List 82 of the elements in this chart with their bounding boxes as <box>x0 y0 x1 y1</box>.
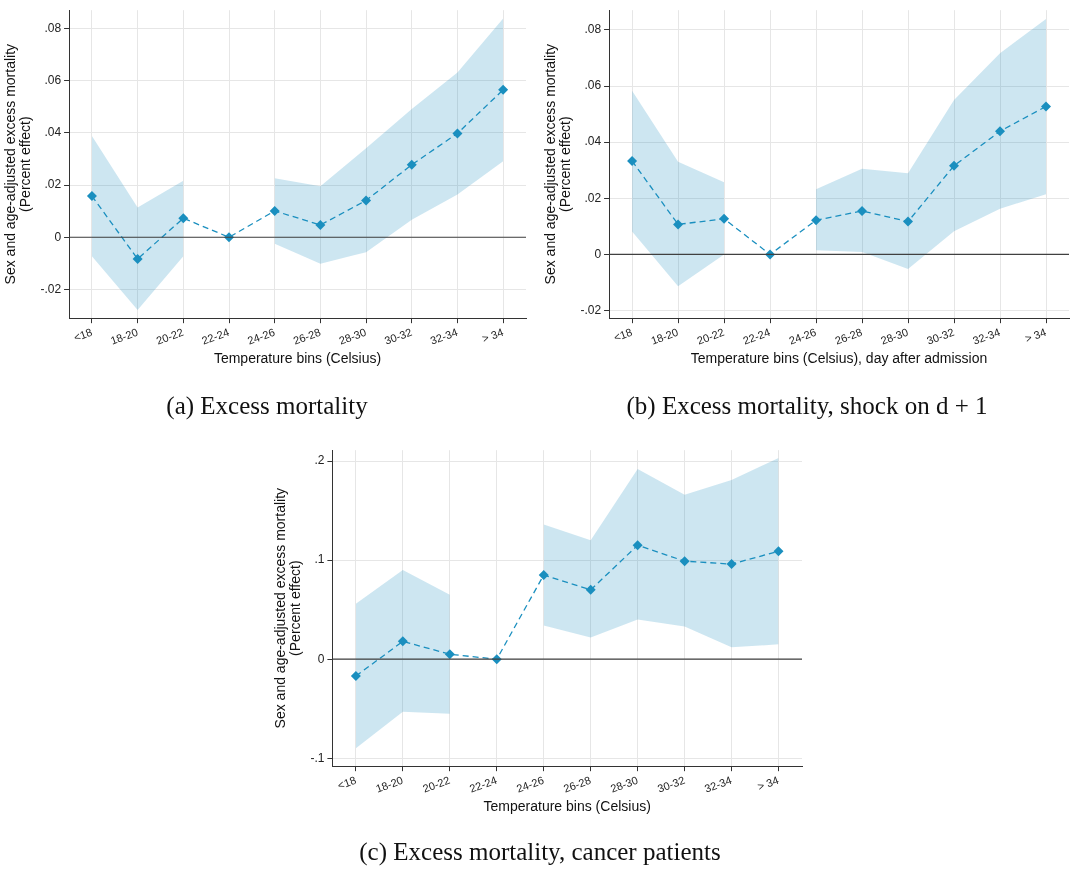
x-tick-label: 32-34 <box>971 325 1002 347</box>
point <box>1041 101 1051 112</box>
x-axis-title: Temperature bins (Celsius) <box>213 350 382 367</box>
x-tick-label: 32-34 <box>428 325 460 347</box>
point <box>773 546 784 557</box>
x-tick-label: 18-20 <box>374 773 405 795</box>
point <box>719 213 730 224</box>
x-tick-label: 30-32 <box>925 325 956 347</box>
point <box>585 584 596 595</box>
y-tick-label: 0 <box>594 246 602 261</box>
point <box>452 128 463 139</box>
x-tick-label: > 34 <box>1023 325 1048 345</box>
point <box>679 556 690 567</box>
point <box>132 253 143 264</box>
y-axis-title: Sex and age-adjusted excess mortality (Percent effect) <box>2 43 33 285</box>
point <box>498 84 509 95</box>
point <box>444 649 455 660</box>
x-tick-label: 26-28 <box>833 325 864 347</box>
y-tick-label: .06 <box>44 72 62 87</box>
point <box>673 219 684 230</box>
y-tick-label: .04 <box>44 125 62 140</box>
x-tick-label: 32-34 <box>702 773 734 795</box>
text: (a) Excess mortality <box>165 392 369 420</box>
point <box>397 636 408 647</box>
x-tick-label: 22-24 <box>467 773 499 795</box>
point <box>627 155 638 166</box>
text: (c) Excess mortality, cancer patients <box>358 838 722 866</box>
point <box>315 220 326 230</box>
y-tick-label: -.1 <box>310 750 325 765</box>
x-tick-label: 28-30 <box>879 325 910 347</box>
point <box>726 559 737 570</box>
x-tick-label: 26-28 <box>291 325 323 347</box>
y-tick-label: -.02 <box>40 281 62 296</box>
x-tick-label: 24-26 <box>787 325 818 347</box>
x-axis-title: Temperature bins (Celsius), day after admission <box>690 350 988 367</box>
y-tick-label: .1 <box>314 552 325 567</box>
x-tick-label: 20-22 <box>695 325 726 347</box>
point <box>361 195 372 206</box>
x-tick-label: 20-22 <box>154 325 186 347</box>
x-tick-label: 18-20 <box>649 325 680 347</box>
y-tick-label: .02 <box>584 190 602 205</box>
x-tick-label: 28-30 <box>337 325 368 347</box>
x-tick-label: 26-28 <box>561 773 593 795</box>
x-tick-label: 30-32 <box>655 773 687 795</box>
point <box>811 215 822 226</box>
x-tick-label: <18 <box>335 773 358 792</box>
x-tick-label: 22-24 <box>200 325 231 347</box>
point <box>406 159 417 170</box>
text: (b) Excess mortality, shock on d + 1 <box>625 392 989 420</box>
y-axis-title: Sex and age-adjusted excess mortality (Percent effect) <box>542 43 573 285</box>
x-tick-label: <18 <box>71 325 94 344</box>
x-tick-label: 28-30 <box>608 773 640 795</box>
x-tick-label: 22-24 <box>741 325 772 347</box>
x-tick-label: > 34 <box>755 773 781 793</box>
y-tick-label: -.02 <box>580 302 602 317</box>
y-tick-label: .04 <box>584 134 602 149</box>
point <box>995 126 1006 137</box>
x-tick-label: 30-32 <box>382 325 414 347</box>
x-tick-label: <18 <box>612 325 634 344</box>
x-tick-label: > 34 <box>480 325 505 345</box>
point <box>86 191 97 202</box>
point <box>903 216 914 227</box>
point <box>350 671 361 682</box>
y-tick-label: 0 <box>54 229 62 244</box>
y-axis-title: Sex and age-adjusted excess mortality (Percent effect) <box>272 487 303 729</box>
y-tick-label: .02 <box>44 177 62 192</box>
y-tick-label: .08 <box>44 20 62 35</box>
x-tick-label: 20-22 <box>420 773 452 795</box>
y-tick-label: .06 <box>584 78 602 93</box>
point <box>632 540 643 551</box>
x-tick-label: 24-26 <box>514 773 546 795</box>
point <box>538 570 549 581</box>
x-tick-label: 18-20 <box>108 325 140 347</box>
point <box>178 213 189 224</box>
point <box>949 160 960 171</box>
x-tick-label: 24-26 <box>245 325 277 347</box>
point <box>857 205 868 216</box>
y-tick-label: .08 <box>584 22 602 37</box>
point <box>269 205 280 216</box>
y-tick-label: 0 <box>317 651 325 666</box>
x-axis-title: Temperature bins (Celsius) <box>483 798 651 815</box>
y-tick-label: .2 <box>314 453 325 468</box>
